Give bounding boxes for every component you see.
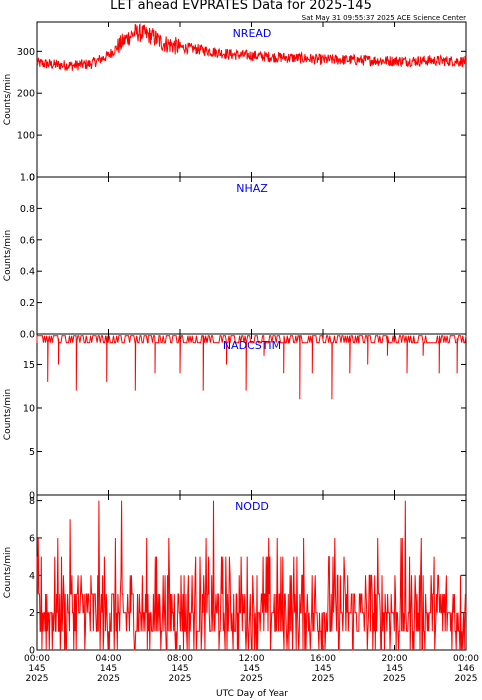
series-line-nadcstim [36, 335, 467, 400]
chart-title: LET ahead EVPRATES Data for 2025-145 [110, 0, 372, 13]
panel-nread: 0 100 200 300 Counts/min NREAD [3, 21, 467, 184]
y-axis-label: Counts/min [3, 74, 13, 125]
y-tick-label: 10 [23, 403, 35, 414]
y-tick-label: 0.2 [20, 298, 35, 309]
x-tick-year: 2025 [240, 674, 263, 684]
x-tick-doy: 145 [314, 664, 331, 674]
y-tick-label: 100 [17, 131, 35, 142]
panel-label: NHAZ [236, 182, 268, 195]
x-tick-time: 04:00 [96, 654, 122, 664]
series-line-nodd [36, 500, 467, 651]
y-tick-label: 6 [29, 533, 35, 544]
x-tick-year: 2025 [383, 674, 406, 684]
x-tick-year: 2025 [26, 674, 49, 684]
x-axis-label: UTC Day of Year [216, 689, 288, 699]
x-tick-doy: 145 [243, 664, 260, 674]
y-tick-label: 0 [29, 491, 35, 502]
y-tick-label: 200 [17, 89, 35, 100]
x-tick-time: 12:00 [239, 654, 265, 664]
y-tick-label: 0.4 [20, 267, 35, 278]
x-tick-time: 00:00 [24, 654, 50, 664]
panel-label: NREAD [233, 27, 272, 40]
panel-label: NODD [235, 500, 269, 513]
y-tick-label: 0.8 [20, 204, 35, 215]
y-axis-label: Counts/min [3, 547, 13, 598]
x-tick-year: 2025 [97, 674, 120, 684]
x-tick-time: 20:00 [382, 654, 408, 664]
y-axis-label: Counts/min [3, 389, 13, 440]
series-line-nread [36, 23, 467, 71]
y-tick-label: 15 [23, 360, 35, 371]
x-tick-year: 2025 [312, 674, 335, 684]
x-tick-time: 08:00 [167, 654, 193, 664]
x-tick-doy: 145 [100, 664, 117, 674]
x-axis-group: 00:00145202504:00145202508:00145202512:0… [24, 654, 479, 699]
x-tick-doy: 145 [28, 664, 45, 674]
x-tick-year: 2025 [455, 674, 478, 684]
x-tick-year: 2025 [169, 674, 192, 684]
y-tick-label: 8 [29, 496, 35, 507]
x-tick-doy: 146 [457, 664, 474, 674]
timestamp-stamp: Sat May 31 09:55:37 2025 ACE Science Cen… [302, 14, 466, 22]
panel-label: NADCSTIM [223, 339, 281, 352]
y-axis-label: Counts/min [3, 230, 13, 281]
y-tick-label: 0 [29, 173, 35, 184]
panels-group: 0100200300Counts/minNREAD0.00.20.40.60.8… [3, 21, 467, 657]
panel-nodd: 0 2 4 6 8 Counts/min NODD [3, 494, 467, 657]
y-tick-label: 300 [17, 47, 35, 58]
y-tick-label: 5 [29, 447, 35, 458]
y-tick-label: 0.6 [20, 235, 35, 246]
x-tick-time: 16:00 [310, 654, 336, 664]
x-tick-time: 00:00 [453, 654, 479, 664]
x-tick-doy: 145 [171, 664, 188, 674]
y-tick-label: 0 [29, 646, 35, 657]
y-tick-label: 1.0 [20, 173, 35, 184]
y-tick-label: 4 [29, 571, 35, 582]
x-tick-doy: 145 [386, 664, 403, 674]
y-tick-label: 2 [29, 608, 35, 619]
y-tick-label: 0.0 [20, 330, 35, 341]
